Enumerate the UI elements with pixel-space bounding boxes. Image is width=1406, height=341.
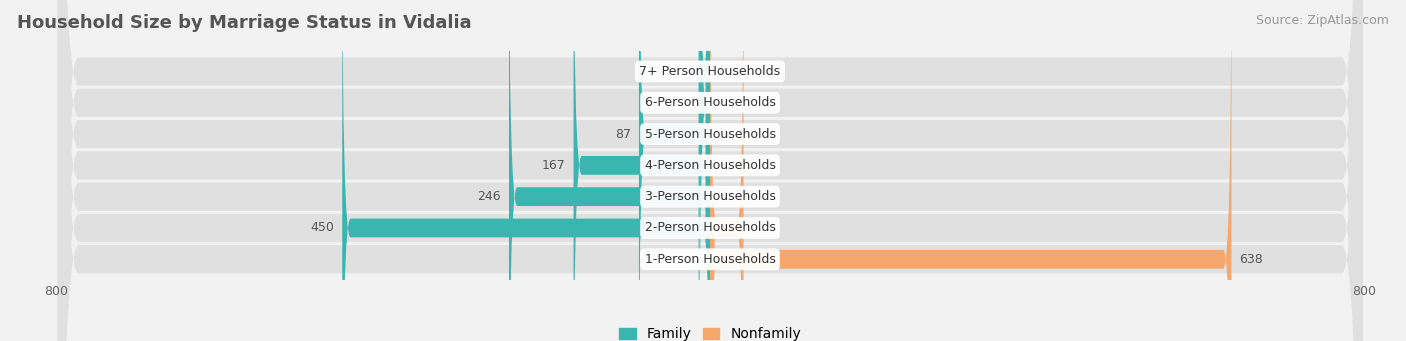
Text: 2-Person Households: 2-Person Households xyxy=(644,222,776,235)
FancyBboxPatch shape xyxy=(699,0,710,341)
Text: 0: 0 xyxy=(718,96,727,109)
Text: 14: 14 xyxy=(675,65,690,78)
FancyBboxPatch shape xyxy=(710,0,1232,341)
Text: 1-Person Households: 1-Person Households xyxy=(644,253,776,266)
FancyBboxPatch shape xyxy=(342,0,710,341)
FancyBboxPatch shape xyxy=(58,0,1362,341)
FancyBboxPatch shape xyxy=(699,0,710,341)
Text: 3-Person Households: 3-Person Households xyxy=(644,190,776,203)
FancyBboxPatch shape xyxy=(58,0,1362,341)
Text: 450: 450 xyxy=(311,222,335,235)
Text: 246: 246 xyxy=(477,190,501,203)
FancyBboxPatch shape xyxy=(58,0,1362,341)
Text: 7+ Person Households: 7+ Person Households xyxy=(640,65,780,78)
FancyBboxPatch shape xyxy=(638,0,710,341)
Text: 638: 638 xyxy=(1240,253,1264,266)
FancyBboxPatch shape xyxy=(509,0,710,341)
Text: 4-Person Households: 4-Person Households xyxy=(644,159,776,172)
Legend: Family, Nonfamily: Family, Nonfamily xyxy=(619,327,801,341)
Text: 0: 0 xyxy=(718,65,727,78)
Text: 5-Person Households: 5-Person Households xyxy=(644,128,776,140)
FancyBboxPatch shape xyxy=(574,0,710,341)
Text: 167: 167 xyxy=(541,159,565,172)
FancyBboxPatch shape xyxy=(58,0,1362,341)
Text: 0: 0 xyxy=(718,190,727,203)
FancyBboxPatch shape xyxy=(58,0,1362,341)
Text: 6-Person Households: 6-Person Households xyxy=(644,96,776,109)
Text: Source: ZipAtlas.com: Source: ZipAtlas.com xyxy=(1256,14,1389,27)
Text: 87: 87 xyxy=(614,128,631,140)
Text: 0: 0 xyxy=(718,128,727,140)
FancyBboxPatch shape xyxy=(58,0,1362,341)
Text: 41: 41 xyxy=(752,222,768,235)
Text: 0: 0 xyxy=(718,159,727,172)
Text: 13: 13 xyxy=(675,96,692,109)
Text: Household Size by Marriage Status in Vidalia: Household Size by Marriage Status in Vid… xyxy=(17,14,471,32)
FancyBboxPatch shape xyxy=(58,0,1362,341)
FancyBboxPatch shape xyxy=(710,0,744,341)
